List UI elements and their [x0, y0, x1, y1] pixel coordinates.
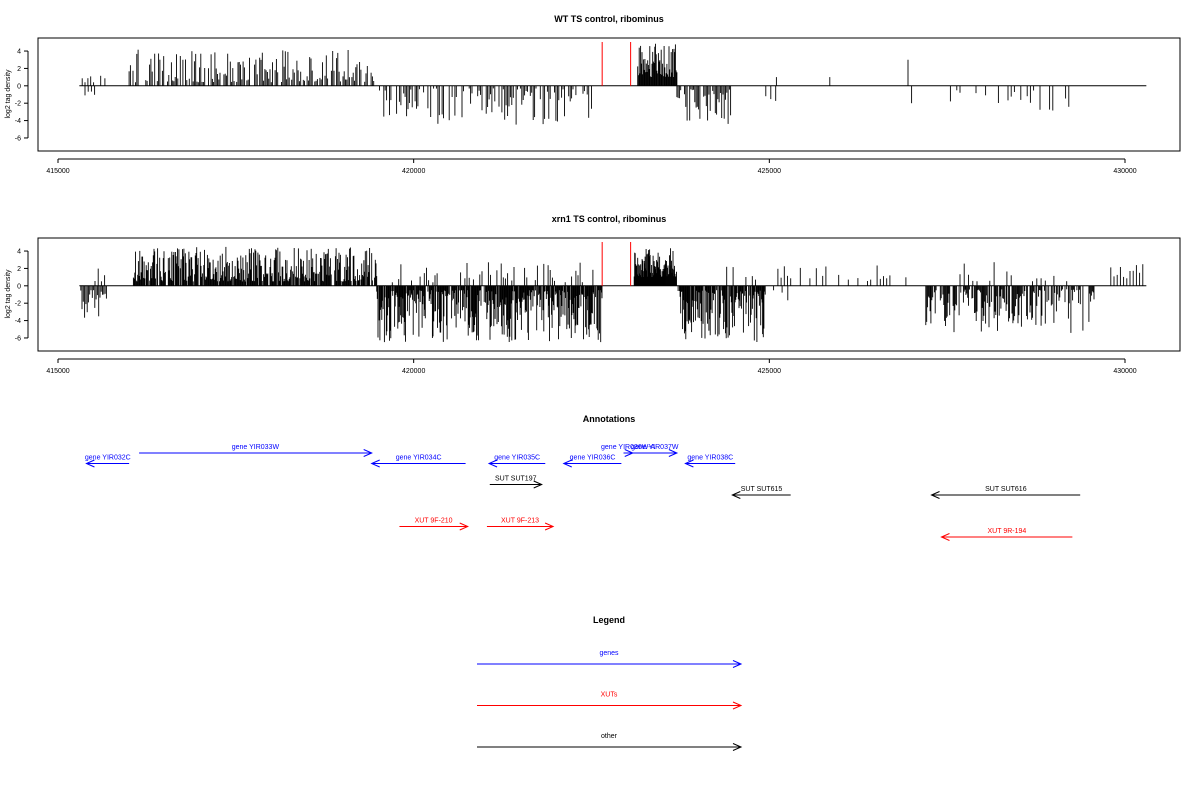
annotation-label: gene YIR038C	[687, 455, 733, 462]
x-tick-label: 415000	[46, 368, 69, 375]
wt-x-axis: 415000 420000 425000 430000	[46, 158, 1137, 175]
wt-plot-frame	[37, 37, 1181, 152]
annotation-arrowhead	[370, 459, 380, 468]
annotation-arrowhead	[85, 459, 95, 468]
annotation-arrow: gene YIR035C	[487, 455, 546, 468]
xrn1-x-axis: 415000 420000 425000 430000	[46, 358, 1137, 375]
y-tick-label: -2	[15, 301, 21, 308]
annotation-label: SUT SUT616	[985, 486, 1027, 493]
y-tick-label: 0	[17, 83, 21, 90]
annotation-arrow: SUT SUT197	[489, 476, 543, 489]
annotation-label: gene YIR034C	[396, 455, 442, 462]
annotation-arrowhead	[668, 449, 679, 457]
annotation-arrow: gene YIR038C	[684, 455, 736, 468]
annotation-label: gene YIR035C	[494, 455, 540, 462]
annotation-arrow: gene YIR032C	[85, 455, 131, 468]
x-tick-label: 425000	[758, 368, 781, 375]
annotations-title: Annotations	[583, 414, 636, 424]
y-tick-label: -6	[15, 135, 21, 142]
annotation-label: gene YIR032C	[85, 455, 131, 462]
annotation-arrow: gene YIR033W	[139, 444, 373, 457]
legend-label: genes	[599, 650, 619, 657]
annotation-label: gene YIR036C	[570, 455, 616, 462]
legend-entry: other	[477, 733, 743, 751]
legend-panel: Legend genes XUTs other	[477, 615, 743, 751]
y-tick-label: 4	[17, 249, 21, 256]
annotation-arrowhead	[363, 449, 373, 457]
x-tick-label: 425000	[758, 168, 781, 175]
xrn1-panel: xrn1 TS control, ribominus log2 tag dens…	[5, 214, 1181, 375]
y-tick-label: -4	[15, 318, 21, 325]
legend-label: XUTs	[601, 692, 618, 699]
xrn1-y-axis-label: log2 tag density	[5, 269, 12, 319]
annotation-label: gene YIR036W-A	[601, 444, 656, 451]
wt-bars	[79, 42, 1147, 125]
wt-panel-title: WT TS control, ribominus	[554, 14, 664, 24]
y-tick-label: -6	[15, 335, 21, 342]
annotation-label: XUT 9R-194	[988, 528, 1027, 535]
annotation-label: XUT 9F-213	[501, 518, 539, 525]
legend-arrowhead	[732, 660, 743, 668]
x-tick-label: 420000	[402, 368, 425, 375]
annotation-arrow: SUT SUT616	[930, 486, 1081, 499]
y-tick-label: -2	[15, 101, 21, 108]
annotation-arrowhead	[731, 491, 741, 499]
legend-arrowhead	[732, 701, 743, 710]
annotation-arrowhead	[562, 459, 572, 468]
xrn1-panel-title: xrn1 TS control, ribominus	[552, 214, 667, 224]
annotation-arrow: gene YIR036C	[562, 455, 622, 468]
annotation-label: gene YIR033W	[232, 444, 280, 451]
xrn1-bars	[79, 242, 1147, 343]
legend-items: genes XUTs other	[477, 650, 743, 751]
annotation-arrowhead	[459, 522, 469, 531]
annotation-arrowhead	[533, 480, 543, 489]
y-tick-label: 4	[17, 49, 21, 56]
annotation-items: gene YIR032C gene YIR033W gene YIR034C gene…	[85, 444, 1081, 541]
y-tick-label: 2	[17, 66, 21, 73]
annotation-arrowhead	[544, 522, 555, 531]
x-tick-label: 420000	[402, 168, 425, 175]
annotation-arrow: SUT SUT615	[731, 486, 791, 499]
legend-label: other	[601, 733, 618, 740]
xrn1-y-axis: -6 -4 -2 0 2 4	[15, 249, 29, 342]
annotation-arrow: XUT 9R-194	[940, 528, 1073, 541]
annotation-arrowhead	[684, 459, 694, 468]
annotation-arrow: gene YIR034C	[370, 455, 466, 468]
annotation-arrow: XUT 9F-210	[399, 518, 469, 531]
xrn1-plot-frame	[37, 237, 1181, 352]
x-tick-label: 415000	[46, 168, 69, 175]
legend-entry: genes	[477, 650, 743, 668]
annotation-arrowhead	[930, 491, 940, 499]
annotation-label: SUT SUT615	[741, 486, 783, 493]
annotation-arrowhead	[487, 459, 498, 468]
y-tick-label: 2	[17, 266, 21, 273]
y-tick-label: -4	[15, 118, 21, 125]
x-tick-label: 430000	[1113, 368, 1136, 375]
legend-entry: XUTs	[477, 692, 743, 710]
legend-title: Legend	[593, 615, 625, 625]
annotation-arrowhead	[940, 533, 950, 541]
y-tick-label: 0	[17, 283, 21, 290]
wt-y-axis: -6 -4 -2 0 2 4	[15, 49, 29, 142]
annotation-arrow: gene YIR037W	[631, 444, 679, 457]
wt-y-axis-label: log2 tag density	[5, 69, 12, 119]
x-tick-label: 430000	[1113, 168, 1136, 175]
legend-arrowhead	[732, 743, 743, 751]
wt-panel: WT TS control, ribominus log2 tag densit…	[5, 14, 1181, 175]
annotation-label: XUT 9F-210	[415, 518, 453, 525]
annotation-label: SUT SUT197	[495, 476, 537, 483]
annotation-label: gene YIR037W	[631, 444, 679, 451]
annotation-arrow: XUT 9F-213	[486, 518, 555, 531]
